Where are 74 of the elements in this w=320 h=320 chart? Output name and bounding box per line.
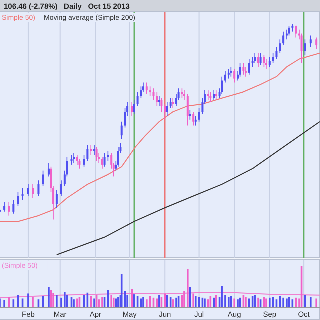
candlestick	[224, 70, 226, 84]
candlestick	[170, 98, 172, 109]
candlestick	[107, 150, 110, 162]
candlestick	[276, 47, 278, 60]
candlestick	[198, 108, 200, 122]
candlestick	[316, 37, 318, 50]
candlestick	[215, 90, 218, 101]
candlestick	[300, 33, 303, 64]
candlestick	[73, 152, 76, 164]
candlestick	[32, 184, 34, 199]
candlestick	[288, 26, 290, 36]
candlestick	[258, 52, 260, 68]
candlestick	[78, 158, 81, 170]
candlestick	[166, 102, 168, 116]
candlestick	[83, 154, 86, 168]
candlestick	[160, 98, 163, 112]
candlestick	[265, 58, 268, 70]
candlestick	[86, 144, 89, 162]
candlestick	[221, 76, 224, 95]
candlestick	[172, 98, 174, 109]
candlestick	[164, 104, 166, 120]
candlestick	[60, 180, 62, 197]
candlestick	[189, 110, 192, 120]
candlestick	[186, 94, 189, 126]
candlestick	[48, 162, 50, 178]
candlestick	[304, 39, 306, 56]
candlestick	[279, 39, 282, 54]
candlestick	[131, 102, 134, 116]
candlestick	[104, 152, 106, 168]
candlestick	[213, 90, 216, 101]
candlestick	[27, 184, 30, 197]
candlestick	[146, 82, 148, 95]
candlestick	[239, 62, 242, 78]
candlestick	[12, 200, 15, 214]
candlestick	[272, 52, 274, 64]
candlestick	[194, 116, 197, 126]
candlestick	[4, 202, 6, 212]
candlestick	[22, 188, 24, 201]
candlestick	[254, 52, 256, 64]
candlestick	[210, 92, 212, 103]
candlestick	[158, 96, 160, 107]
candlestick	[234, 68, 236, 84]
candlestick	[96, 146, 98, 162]
candlestick	[310, 35, 312, 48]
candlestick	[17, 192, 20, 206]
candlestick	[136, 92, 139, 107]
candlestick	[260, 52, 262, 66]
candlestick	[133, 100, 136, 114]
candlestick	[117, 146, 120, 168]
candlestick	[207, 90, 210, 101]
candlestick	[192, 112, 195, 126]
candlestick	[149, 86, 152, 97]
candlestick	[268, 56, 271, 68]
candlestick	[252, 56, 254, 68]
candlestick	[248, 58, 250, 76]
candlestick	[38, 180, 40, 197]
candlestick	[152, 88, 155, 101]
candlestick	[42, 170, 44, 187]
candlestick	[8, 202, 10, 216]
candlestick	[242, 62, 245, 76]
candlestick	[70, 154, 73, 166]
candlestick	[140, 86, 142, 99]
candlestick	[183, 90, 186, 101]
candlestick	[244, 66, 247, 78]
candlestick	[76, 154, 78, 166]
candlestick	[101, 156, 104, 170]
candlestick	[156, 92, 158, 107]
candlestick	[181, 88, 184, 99]
candlestick	[230, 66, 232, 78]
candlestick	[228, 68, 230, 80]
candlestick	[282, 31, 285, 46]
candlestick	[120, 121, 123, 140]
candlestick	[56, 190, 58, 208]
candlestick	[263, 54, 266, 68]
